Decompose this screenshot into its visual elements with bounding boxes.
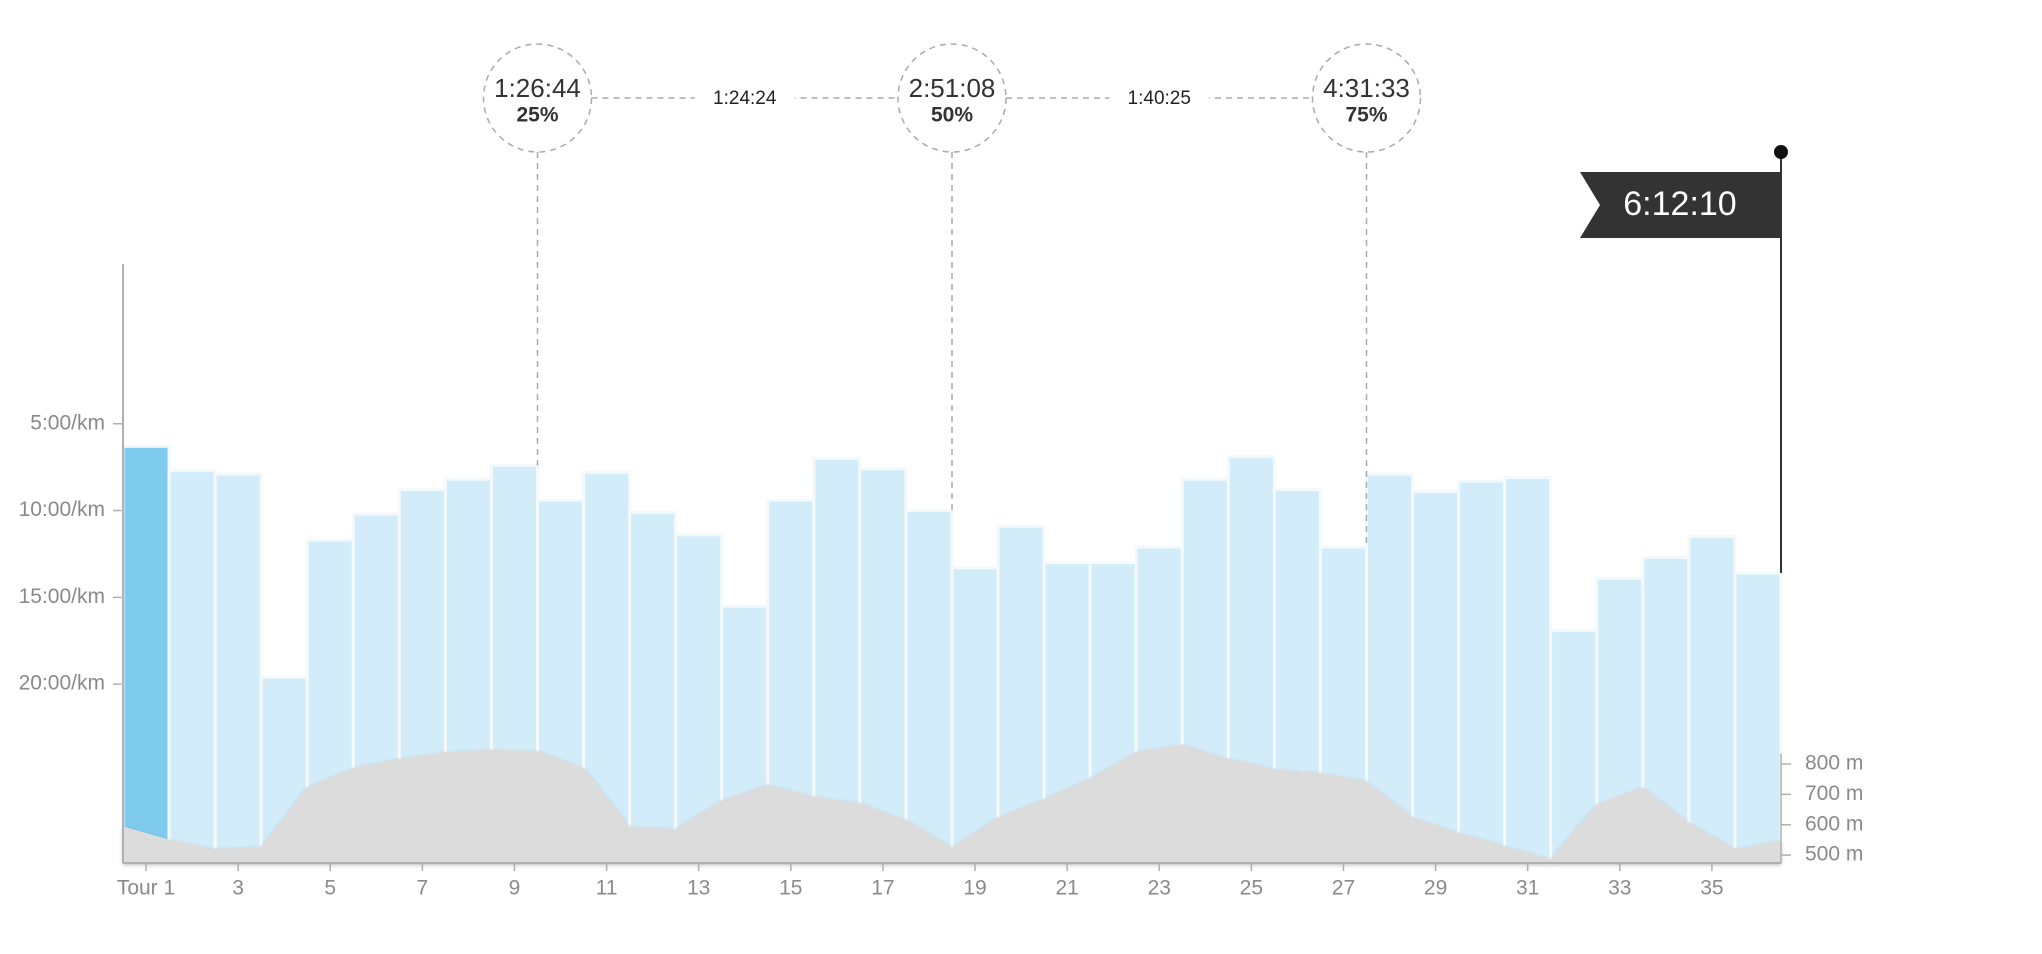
x-tick-label: 27 (1332, 877, 1355, 900)
interval-bg (1109, 84, 1210, 112)
split-time: 1:26:44 (494, 73, 581, 103)
finish-flag (1580, 172, 1781, 238)
bar (121, 444, 171, 865)
x-tick-label: Tour 1 (117, 877, 175, 900)
y2-tick-label: 600 m (1805, 812, 1863, 835)
split-time: 4:31:33 (1323, 73, 1410, 103)
x-tick-label: 13 (687, 877, 710, 900)
split-percent: 75% (1345, 104, 1387, 127)
bar (950, 566, 1000, 865)
interval-time: 1:40:25 (1128, 88, 1191, 109)
bar (1503, 476, 1553, 865)
split-percent: 25% (516, 104, 558, 127)
y-tick-label: 5:00/km (30, 411, 105, 434)
y2-tick-label: 700 m (1805, 782, 1863, 805)
x-tick-label: 19 (963, 877, 986, 900)
bar (812, 456, 862, 865)
y-tick-label: 15:00/km (19, 585, 105, 608)
split-time: 2:51:08 (909, 73, 996, 103)
bar (904, 509, 954, 865)
x-tick-label: 25 (1240, 877, 1263, 900)
x-tick-label: 35 (1700, 877, 1723, 900)
x-tick-label: 33 (1608, 877, 1631, 900)
bar (1687, 535, 1737, 865)
x-tick-label: 3 (232, 877, 244, 900)
bar (1411, 489, 1461, 865)
bar (1733, 571, 1783, 865)
x-tick-label: 29 (1424, 877, 1447, 900)
x-tick-label: 17 (871, 877, 894, 900)
bar (628, 510, 678, 865)
y2-tick-label: 500 m (1805, 843, 1863, 866)
interval-time: 1:24:24 (713, 88, 777, 109)
x-tick-label: 21 (1055, 877, 1078, 900)
finish-time: 6:12:10 (1623, 185, 1736, 223)
x-tick-label: 9 (509, 877, 521, 900)
y-tick-label: 20:00/km (19, 672, 105, 695)
interval-bg (694, 84, 795, 112)
x-tick-label: 5 (324, 877, 336, 900)
y2-tick-label: 800 m (1805, 752, 1863, 775)
bar (213, 472, 263, 865)
x-tick-label: 11 (596, 877, 618, 900)
x-tick-label: 23 (1148, 877, 1171, 900)
finish-dot (1774, 145, 1788, 159)
split-marker (1311, 43, 1422, 153)
x-tick-label: 31 (1516, 877, 1539, 900)
y-tick-label: 10:00/km (19, 498, 105, 521)
x-tick-label: 15 (779, 877, 802, 900)
bar (167, 469, 217, 865)
bar (858, 467, 908, 865)
x-tick-label: 7 (417, 877, 429, 900)
elevation-area (123, 744, 1781, 863)
split-percent: 50% (931, 104, 973, 127)
bar (1457, 479, 1507, 865)
